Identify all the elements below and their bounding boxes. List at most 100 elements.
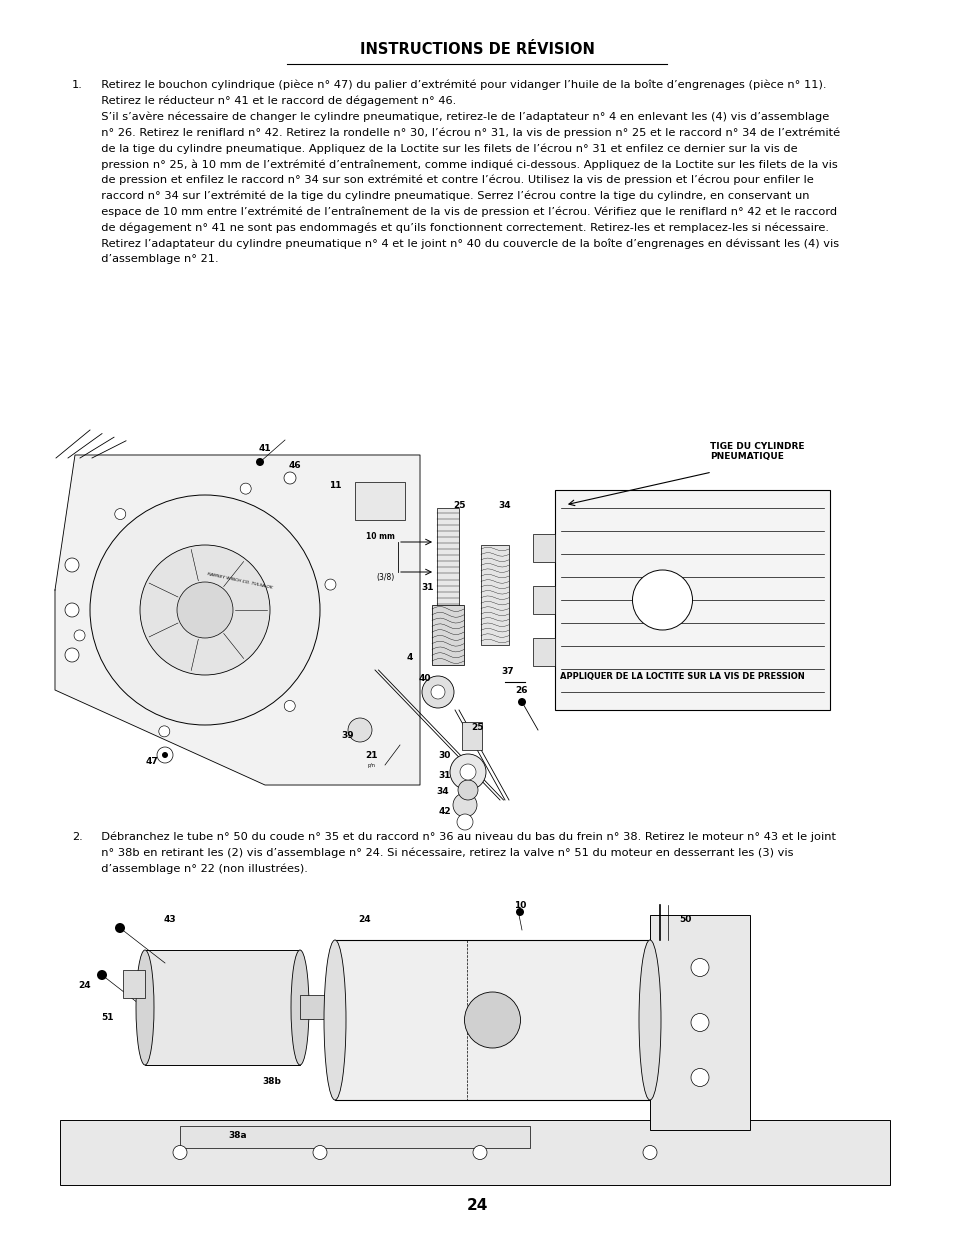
Bar [461, 722, 481, 750]
Text: RAMSEY WINCH CO. TULSA OK: RAMSEY WINCH CO. TULSA OK [207, 572, 273, 589]
Circle shape [456, 814, 473, 830]
Circle shape [157, 747, 172, 763]
Circle shape [65, 558, 79, 572]
Text: n° 26. Retirez le reniflard n° 42. Retirez la rondelle n° 30, l’écrou n° 31, la : n° 26. Retirez le reniflard n° 42. Retir… [94, 127, 840, 138]
Circle shape [114, 509, 126, 520]
Bar [432, 605, 463, 664]
Text: 50: 50 [679, 915, 691, 925]
Text: 1.: 1. [71, 80, 83, 90]
Text: APPLIQUER DE LA LOCTITE SUR LA VIS DE PRESSION: APPLIQUER DE LA LOCTITE SUR LA VIS DE PR… [559, 672, 804, 680]
Text: de dégagement n° 41 ne sont pas endommagés et qu’ils fonctionnent correctement. : de dégagement n° 41 ne sont pas endommag… [94, 222, 828, 232]
Circle shape [431, 685, 444, 699]
Text: 10: 10 [514, 900, 526, 909]
Text: S’il s’avère nécessaire de changer le cylindre pneumatique, retirez-le de l’adap: S’il s’avère nécessaire de changer le cy… [94, 111, 828, 122]
Ellipse shape [324, 940, 346, 1100]
Bar [123, 969, 145, 998]
Circle shape [421, 676, 454, 708]
Circle shape [690, 1014, 708, 1031]
Bar [355, 482, 405, 520]
Text: 26: 26 [516, 685, 528, 694]
Circle shape [690, 958, 708, 977]
Circle shape [177, 582, 233, 638]
Circle shape [642, 1146, 657, 1160]
Text: 24: 24 [466, 1198, 487, 1213]
Text: n° 38b en retirant les (2) vis d’assemblage n° 24. Si nécessaire, retirez la val: n° 38b en retirant les (2) vis d’assembl… [94, 847, 793, 858]
Circle shape [172, 1146, 187, 1160]
Circle shape [284, 472, 295, 484]
Text: de pression et enfilez le raccord n° 34 sur son extrémité et contre l’écrou. Uti: de pression et enfilez le raccord n° 34 … [94, 175, 813, 185]
Bar [436, 508, 458, 645]
Circle shape [464, 992, 520, 1049]
Circle shape [65, 648, 79, 662]
Circle shape [325, 579, 335, 590]
Ellipse shape [136, 950, 153, 1065]
Text: 38a: 38a [229, 1130, 247, 1140]
Text: 47: 47 [146, 757, 158, 767]
Bar [299, 995, 335, 1020]
Circle shape [97, 969, 107, 981]
Text: Retirez l’adaptateur du cylindre pneumatique n° 4 et le joint n° 40 du couvercle: Retirez l’adaptateur du cylindre pneumat… [94, 238, 839, 248]
Circle shape [313, 1146, 327, 1160]
Ellipse shape [639, 940, 660, 1100]
Text: 11: 11 [329, 480, 341, 489]
Bar [480, 545, 509, 645]
Bar [649, 915, 749, 1130]
Circle shape [115, 923, 125, 932]
Circle shape [158, 726, 170, 737]
Text: TIGE DU CYLINDRE
PNEUMATIQUE: TIGE DU CYLINDRE PNEUMATIQUE [709, 442, 803, 462]
Bar [60, 1120, 889, 1186]
Circle shape [74, 630, 85, 641]
Bar [180, 1126, 530, 1149]
Text: p/n: p/n [367, 762, 375, 767]
Circle shape [162, 752, 168, 758]
Text: Retirez le réducteur n° 41 et le raccord de dégagement n° 46.: Retirez le réducteur n° 41 et le raccord… [94, 96, 456, 106]
Text: d’assemblage n° 21.: d’assemblage n° 21. [94, 254, 218, 264]
Circle shape [450, 755, 485, 790]
Text: 42: 42 [438, 808, 451, 816]
Circle shape [453, 793, 476, 818]
Text: 41: 41 [258, 443, 271, 452]
Text: de la tige du cylindre pneumatique. Appliquez de la Loctite sur les filets de l’: de la tige du cylindre pneumatique. Appl… [94, 143, 797, 153]
Text: 38b: 38b [262, 1077, 281, 1087]
Polygon shape [55, 454, 419, 785]
Bar [533, 534, 555, 562]
Text: 34: 34 [436, 788, 449, 797]
Text: 4: 4 [406, 653, 413, 662]
Circle shape [516, 908, 523, 916]
Circle shape [457, 781, 477, 800]
Text: 24: 24 [358, 915, 371, 925]
Text: d’assemblage n° 22 (non illustrées).: d’assemblage n° 22 (non illustrées). [94, 863, 308, 874]
Text: 25: 25 [454, 500, 466, 510]
Text: 21: 21 [365, 751, 377, 760]
Circle shape [690, 1068, 708, 1087]
Bar [533, 585, 555, 614]
Text: 30: 30 [438, 751, 451, 760]
Text: 40: 40 [418, 673, 431, 683]
Circle shape [90, 495, 319, 725]
Text: 39: 39 [341, 730, 354, 740]
Text: espace de 10 mm entre l’extrémité de l’entraînement de la vis de pression et l’é: espace de 10 mm entre l’extrémité de l’e… [94, 206, 836, 217]
Circle shape [140, 545, 270, 676]
Text: 24: 24 [78, 981, 91, 989]
Bar [335, 940, 649, 1100]
Text: 10 mm: 10 mm [366, 532, 395, 541]
Text: 46: 46 [289, 461, 301, 469]
Circle shape [517, 698, 525, 706]
Text: Retirez le bouchon cylindrique (pièce n° 47) du palier d’extrémité pour vidanger: Retirez le bouchon cylindrique (pièce n°… [94, 80, 825, 90]
Bar [533, 638, 555, 666]
Text: 43: 43 [164, 915, 176, 925]
Text: 25: 25 [471, 724, 484, 732]
Text: 31: 31 [421, 583, 434, 593]
Ellipse shape [291, 950, 309, 1065]
Text: 31: 31 [438, 771, 451, 779]
Text: pression n° 25, à 10 mm de l’extrémité d’entraînement, comme indiqué ci-dessous.: pression n° 25, à 10 mm de l’extrémité d… [94, 159, 837, 169]
Bar [145, 950, 299, 1065]
Circle shape [348, 718, 372, 742]
Text: 51: 51 [102, 1014, 114, 1023]
Text: Débranchez le tube n° 50 du coude n° 35 et du raccord n° 36 au niveau du bas du : Débranchez le tube n° 50 du coude n° 35 … [94, 832, 835, 842]
Circle shape [473, 1146, 486, 1160]
Circle shape [240, 483, 251, 494]
Bar [555, 490, 829, 710]
Circle shape [65, 603, 79, 618]
Text: (3/8): (3/8) [376, 573, 395, 582]
